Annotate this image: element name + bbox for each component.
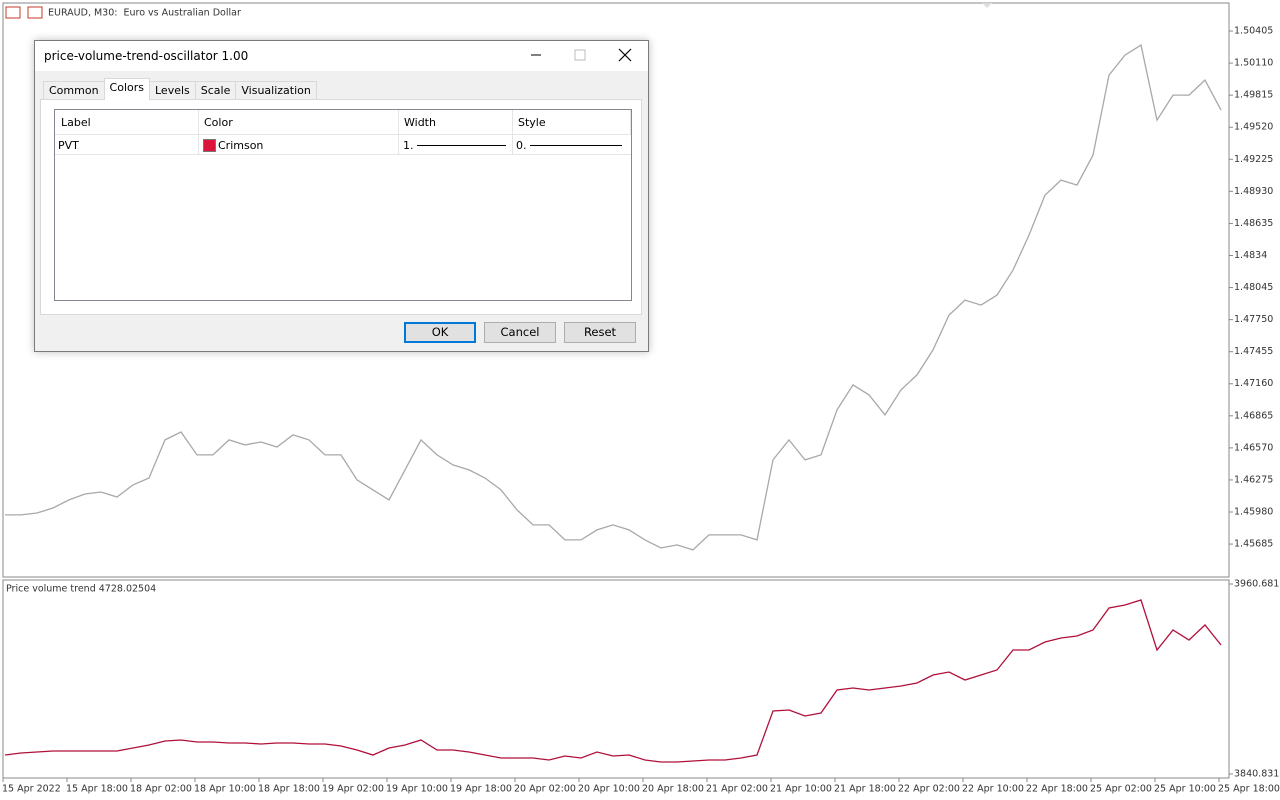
- cell-width[interactable]: 1.: [403, 139, 414, 152]
- style-sample: [530, 145, 622, 146]
- y-tick-label: 1.46275: [1234, 474, 1273, 485]
- col-divider: [512, 134, 513, 154]
- y-tick-label: 1.47455: [1234, 346, 1273, 357]
- width-sample: [417, 145, 506, 146]
- y-tick-label: 1.4834: [1234, 250, 1267, 261]
- tab[interactable]: Colors: [103, 78, 150, 100]
- minimize[interactable]: [527, 46, 545, 64]
- y-tick-label: 1.48635: [1234, 218, 1273, 229]
- y-tick-label: 1.50405: [1234, 26, 1273, 37]
- y-tick-label: 1.49520: [1234, 122, 1273, 133]
- x-tick-label: 22 Apr 10:00: [962, 784, 1024, 795]
- color-swatch[interactable]: [203, 139, 216, 152]
- title-bar: price-volume-trend-oscillator 1.00: [35, 41, 648, 71]
- y-tick-label: 1.45685: [1234, 539, 1273, 550]
- tab[interactable]: Levels: [149, 81, 196, 100]
- tab-strip: Common Colors Levels Scale Visualization: [43, 78, 317, 100]
- x-tick-label: 21 Apr 18:00: [834, 784, 896, 795]
- x-tick-label: 25 Apr 18:00: [1218, 784, 1280, 795]
- y-tick-label: 1.50110: [1234, 58, 1273, 69]
- col-divider: [198, 134, 199, 154]
- y-tick-label: 1.47160: [1234, 378, 1273, 389]
- x-tick-label: 25 Apr 10:00: [1154, 784, 1216, 795]
- x-tick-label: 18 Apr 18:00: [258, 784, 320, 795]
- x-tick-label: 20 Apr 02:00: [514, 784, 576, 795]
- tab[interactable]: Visualization: [235, 81, 317, 100]
- col-divider: [398, 134, 399, 154]
- shift-marker: [982, 3, 992, 8]
- header-cell[interactable]: Label: [55, 110, 199, 135]
- data-line: [5, 44, 1222, 551]
- x-tick-label: 22 Apr 02:00: [898, 784, 960, 795]
- x-tick-label: 20 Apr 18:00: [642, 784, 704, 795]
- x-tick-label: 20 Apr 10:00: [578, 784, 640, 795]
- x-tick-label: 15 Apr 2022: [2, 784, 61, 795]
- y-tick-label: 3960.68152: [1234, 579, 1280, 590]
- column-header: Width: [404, 116, 436, 129]
- ok-button[interactable]: OK: [404, 322, 476, 343]
- x-tick-label: 15 Apr 18:00: [66, 784, 128, 795]
- cancel-button[interactable]: Cancel: [484, 322, 556, 343]
- column-header: Style: [518, 116, 546, 129]
- row-divider: [55, 154, 631, 155]
- cell-color[interactable]: Crimson: [218, 139, 264, 152]
- dialog: price-volume-trend-oscillator 1.00 Commo…: [34, 40, 649, 352]
- window-icon[interactable]: [27, 6, 43, 19]
- column-header: Label: [61, 116, 91, 129]
- window-icon[interactable]: [5, 6, 21, 19]
- reset-button[interactable]: Reset: [564, 322, 636, 343]
- x-tick-label: 18 Apr 02:00: [130, 784, 192, 795]
- y-tick-label: 1.47750: [1234, 314, 1273, 325]
- x-tick-label: 19 Apr 02:00: [322, 784, 384, 795]
- y-tick-label: 1.46865: [1234, 410, 1273, 421]
- x-tick-label: 25 Apr 02:00: [1090, 784, 1152, 795]
- y-tick-label: 1.49225: [1234, 154, 1273, 165]
- indicator-title: Price volume trend 4728.02504: [6, 584, 156, 595]
- x-tick-label: 22 Apr 18:00: [1026, 784, 1088, 795]
- y-tick-label: 1.46570: [1234, 442, 1273, 453]
- dialog-title: price-volume-trend-oscillator 1.00: [44, 49, 249, 63]
- tab[interactable]: Scale: [194, 81, 237, 100]
- tab-panel: Label Color Width Style PVT Crimson 1. 0…: [40, 99, 642, 315]
- data-line: [4, 599, 1222, 763]
- y-tick-label: 1.49815: [1234, 90, 1273, 101]
- x-tick-label: 19 Apr 18:00: [450, 784, 512, 795]
- color-table: Label Color Width Style PVT Crimson 1. 0…: [54, 109, 632, 301]
- header-cell[interactable]: Width: [399, 110, 513, 135]
- y-tick-label: 1.48045: [1234, 282, 1273, 293]
- cell-style[interactable]: 0.: [516, 139, 527, 152]
- x-tick-label: 21 Apr 10:00: [770, 784, 832, 795]
- indicator-pane: [2, 579, 1230, 779]
- symbol-title: EURAUD, M30: Euro vs Australian Dollar: [48, 8, 241, 19]
- x-tick-label: 18 Apr 10:00: [194, 784, 256, 795]
- header-cell[interactable]: Color: [199, 110, 399, 135]
- x-tick-label: 19 Apr 10:00: [386, 784, 448, 795]
- y-tick-label: 3840.83152: [1234, 769, 1280, 780]
- y-tick-label: 1.45980: [1234, 507, 1273, 518]
- x-tick-label: 21 Apr 02:00: [706, 784, 768, 795]
- y-tick-label: 1.48930: [1234, 186, 1273, 197]
- column-header: Color: [204, 116, 233, 129]
- header-cell[interactable]: Style: [513, 110, 631, 135]
- tab[interactable]: Common: [43, 81, 105, 100]
- cell-label[interactable]: PVT: [58, 139, 79, 152]
- close[interactable]: [616, 46, 634, 64]
- maximize[interactable]: [571, 46, 589, 64]
